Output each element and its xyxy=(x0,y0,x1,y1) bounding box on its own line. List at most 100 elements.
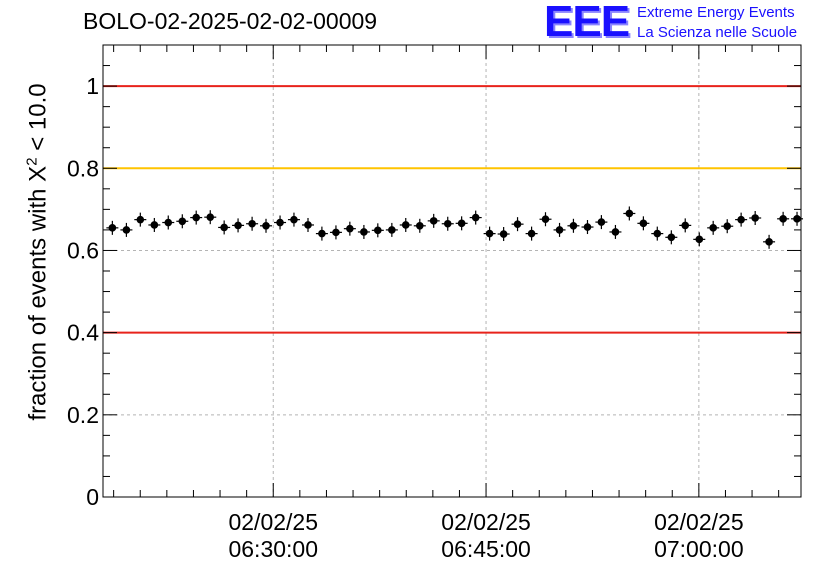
data-point xyxy=(679,218,692,233)
data-point xyxy=(162,215,175,230)
data-point-marker xyxy=(429,217,438,225)
data-point xyxy=(329,225,342,240)
data-point-marker xyxy=(779,215,787,223)
x-tick-label-time: 06:30:00 xyxy=(228,536,318,562)
data-point-marker xyxy=(164,218,173,227)
logo-text-line1: Extreme Energy Events xyxy=(637,4,795,21)
data-point-marker xyxy=(290,215,298,224)
data-point xyxy=(609,224,622,239)
data-point xyxy=(148,217,161,232)
data-point-marker xyxy=(276,218,284,227)
data-point-marker xyxy=(318,229,326,238)
data-point xyxy=(260,218,273,233)
data-point-marker xyxy=(751,214,759,222)
data-point xyxy=(385,222,398,237)
data-point xyxy=(190,210,203,225)
data-point-marker xyxy=(793,215,801,223)
data-point-marker xyxy=(401,221,410,229)
data-point xyxy=(735,212,748,227)
data-point xyxy=(553,222,566,237)
x-tick-label-date: 02/02/25 xyxy=(441,509,531,535)
data-point xyxy=(120,222,133,237)
logo-text-line2: La Scienza nelle Scuole xyxy=(637,24,798,41)
data-point-marker xyxy=(150,221,159,229)
data-point xyxy=(721,219,734,234)
data-point xyxy=(693,232,706,247)
data-point xyxy=(749,210,762,225)
data-point xyxy=(763,234,776,249)
data-point-marker xyxy=(527,229,536,238)
data-point xyxy=(665,230,678,245)
data-point-marker xyxy=(108,224,117,232)
data-point xyxy=(218,220,231,235)
data-point-marker xyxy=(234,221,242,230)
run-title: BOLO-02-2025-02-02-00009 xyxy=(83,8,378,34)
data-point xyxy=(413,218,426,233)
data-point-marker xyxy=(192,213,201,222)
data-point xyxy=(106,220,119,235)
data-point xyxy=(274,215,287,230)
data-point xyxy=(567,218,580,233)
data-point-marker xyxy=(304,221,312,229)
data-point xyxy=(637,216,650,231)
data-point-marker xyxy=(555,226,564,234)
x-tick-label-time: 07:00:00 xyxy=(654,536,744,562)
y-tick-label: 0.4 xyxy=(67,320,99,346)
y-tick-label: 0 xyxy=(86,484,99,510)
data-point xyxy=(483,226,496,241)
data-point xyxy=(315,226,328,241)
data-point xyxy=(707,220,720,235)
data-point-marker xyxy=(709,224,717,232)
data-point-marker xyxy=(262,222,270,230)
data-point xyxy=(623,206,636,221)
data-point-marker xyxy=(499,230,508,238)
data-point-marker xyxy=(457,219,466,228)
data-point-marker xyxy=(513,220,522,228)
data-point-marker xyxy=(388,226,396,234)
x-tick-label-time: 06:45:00 xyxy=(441,536,531,562)
data-point-marker xyxy=(374,226,382,235)
eee-logo-letters: EEE xyxy=(544,0,630,46)
data-point xyxy=(176,214,189,229)
data-point-marker xyxy=(611,228,620,236)
data-point xyxy=(651,226,664,241)
data-point xyxy=(343,221,356,236)
data-point-marker xyxy=(667,233,676,242)
data-point-marker xyxy=(653,229,662,238)
data-point xyxy=(232,218,245,233)
data-point xyxy=(287,212,300,227)
data-point-marker xyxy=(220,223,228,232)
x-tick-label-date: 02/02/25 xyxy=(228,509,318,535)
data-point-marker xyxy=(360,228,368,236)
data-point xyxy=(511,217,524,232)
data-point xyxy=(371,223,384,238)
data-point-marker xyxy=(737,215,745,224)
y-tick-label: 0.2 xyxy=(67,402,99,428)
data-point xyxy=(777,211,790,226)
data-point-marker xyxy=(415,222,424,230)
data-point xyxy=(455,216,468,231)
data-point xyxy=(525,226,538,241)
data-point-marker xyxy=(597,218,606,226)
data-point-marker xyxy=(136,215,145,224)
y-tick-label: 0.8 xyxy=(67,155,99,181)
data-point-marker xyxy=(443,219,452,228)
data-point xyxy=(246,216,259,231)
data-point-marker xyxy=(569,222,578,230)
data-point xyxy=(204,210,217,225)
data-point-marker xyxy=(625,209,634,218)
y-tick-label: 1 xyxy=(86,73,99,99)
data-point xyxy=(581,220,594,235)
data-point xyxy=(469,210,482,225)
data-point xyxy=(399,217,412,232)
data-point-marker xyxy=(541,215,550,224)
data-point xyxy=(497,227,510,242)
data-point-marker xyxy=(248,219,256,228)
data-point xyxy=(595,215,608,230)
data-point-marker xyxy=(122,226,131,234)
data-point xyxy=(357,224,370,239)
data-point-marker xyxy=(639,219,648,228)
data-point xyxy=(134,212,147,227)
data-point xyxy=(539,212,552,227)
data-point-marker xyxy=(332,228,340,237)
